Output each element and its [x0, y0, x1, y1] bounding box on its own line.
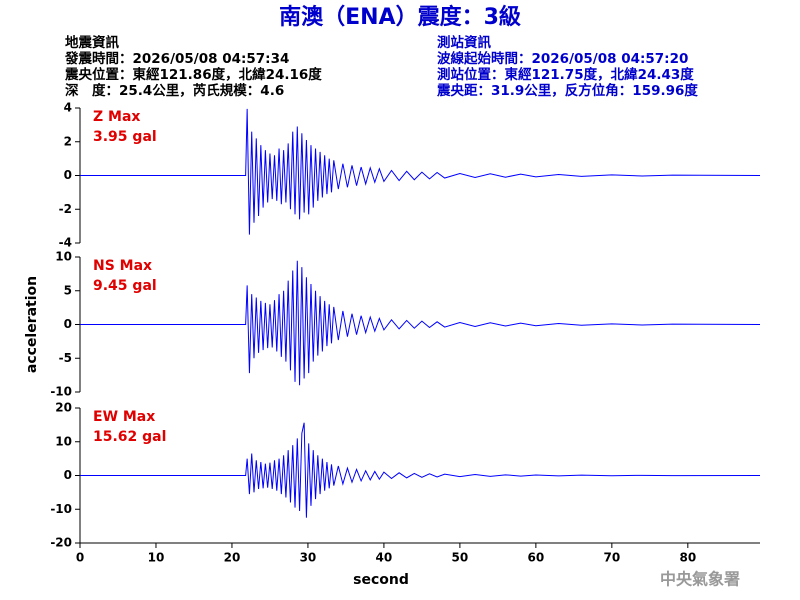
waveform [80, 108, 761, 235]
y-tick-label: 20 [55, 401, 72, 415]
x-tick-label: 80 [679, 551, 696, 565]
waveform [80, 260, 761, 386]
x-tick-label: 10 [148, 551, 165, 565]
y-axis-label: acceleration [24, 276, 40, 373]
y-tick-label: 0 [64, 468, 72, 482]
info-line: 地震資訊 [65, 34, 119, 51]
y-tick-label: 0 [64, 317, 72, 331]
x-tick-label: 70 [603, 551, 620, 565]
info-line: 震央位置：東經121.86度，北緯24.16度 [64, 66, 322, 83]
y-tick-label: 0 [64, 168, 72, 182]
x-tick-label: 40 [376, 551, 393, 565]
x-tick-label: 0 [76, 551, 84, 565]
footer: 中央氣象署 [660, 570, 740, 589]
info-line: 震央距：31.9公里，反方位角：159.96度 [436, 82, 698, 99]
max-label: NS Max [93, 258, 152, 274]
y-tick-label: 4 [64, 101, 72, 115]
y-tick-label: 2 [64, 134, 72, 148]
info-line: 測站資訊 [437, 34, 491, 51]
x-tick-label: 60 [528, 551, 545, 565]
waveform [80, 422, 761, 518]
x-tick-label: 30 [300, 551, 317, 565]
max-label: 9.45 gal [93, 278, 157, 294]
max-label: 3.95 gal [93, 129, 157, 145]
max-label: EW Max [93, 409, 155, 425]
max-label: Z Max [93, 109, 140, 125]
info-line: 發震時間：2026/05/08 04:57:34 [64, 50, 289, 67]
y-tick-label: -20 [50, 536, 72, 550]
x-tick-label: 20 [224, 551, 241, 565]
x-tick-label: 50 [452, 551, 469, 565]
y-tick-label: -5 [59, 351, 72, 365]
info-line: 深 度：25.4公里，芮氏規模：4.6 [65, 82, 284, 99]
title: 南澳（ENA）震度：3級 [279, 4, 521, 30]
max-label: 15.62 gal [93, 429, 166, 445]
info-line: 測站位置：東經121.75度，北緯24.43度 [437, 66, 694, 83]
info-line: 波線起始時間：2026/05/08 04:57:20 [437, 50, 688, 67]
y-tick-label: 10 [55, 250, 72, 264]
y-tick-label: -2 [59, 202, 72, 216]
y-tick-label: -10 [50, 502, 72, 516]
y-tick-label: 5 [64, 283, 72, 297]
y-tick-label: 10 [55, 434, 72, 448]
y-tick-label: -4 [59, 236, 72, 250]
y-tick-label: -10 [50, 385, 72, 399]
x-axis-label: second [353, 572, 409, 588]
